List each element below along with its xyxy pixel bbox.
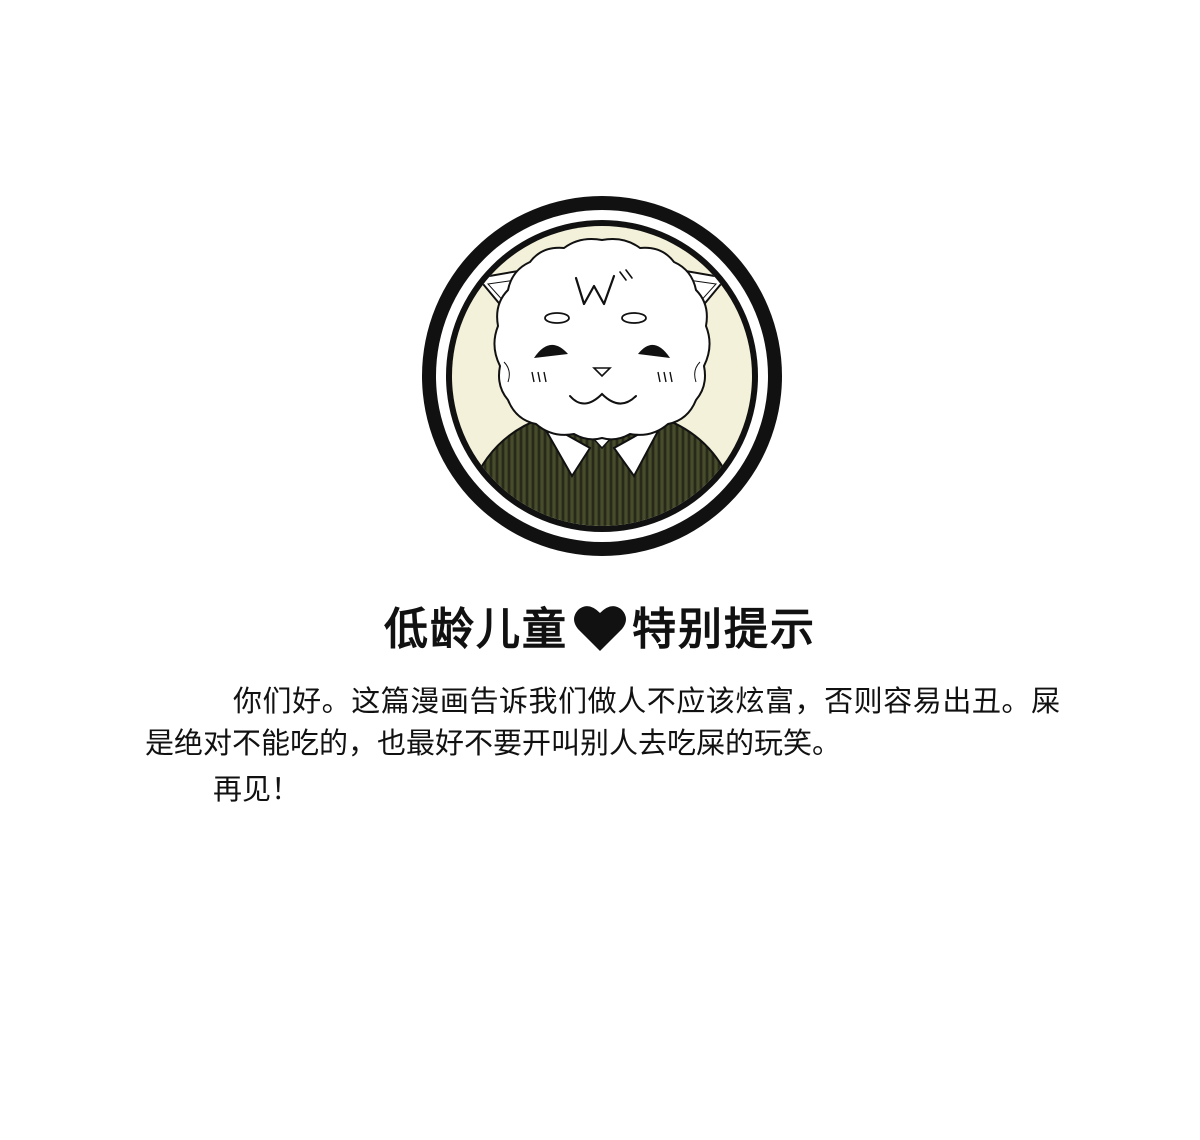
notice-paragraph: 你们好。这篇漫画告诉我们做人不应该炫富，否则容易出丑。屎是绝对不能吃的，也最好不… <box>145 684 1060 760</box>
title-left: 低龄儿童 <box>384 604 568 655</box>
heart-icon <box>572 603 628 653</box>
cat-mascot-icon <box>422 196 782 556</box>
cat-mascot-emblem <box>412 186 792 566</box>
title-right: 特别提示 <box>632 604 816 655</box>
notice-body: 你们好。这篇漫画告诉我们做人不应该炫富，否则容易出丑。屎是绝对不能吃的，也最好不… <box>145 680 1060 810</box>
notice-title: 低龄儿童 特别提示 <box>0 598 1200 662</box>
farewell-text: 再见！ <box>213 772 301 806</box>
